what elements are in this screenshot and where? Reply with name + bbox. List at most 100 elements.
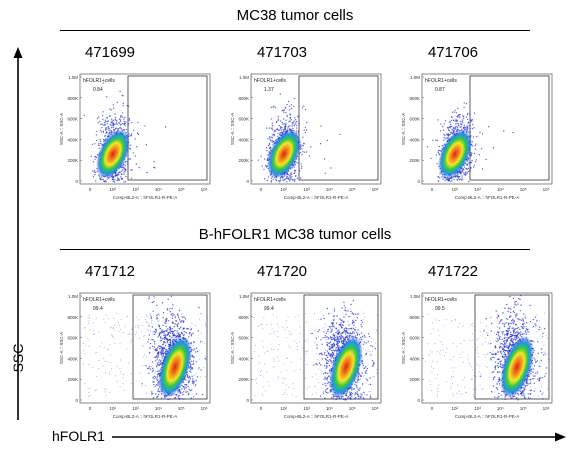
x-tick-label: 10⁵ [178, 187, 185, 192]
y-tick-label: 1.0M [410, 75, 420, 80]
gate-percent: 1.37 [264, 87, 274, 93]
y-tick-label: 0 [75, 398, 78, 403]
y-tick-label: 200K [409, 158, 420, 163]
gate-percent: 99.5 [435, 306, 445, 312]
y-tick-label: 600K [409, 336, 420, 341]
y-tick-label: 600K [238, 336, 249, 341]
plot-y-axis-label: SSC-A :: SSC-A [401, 113, 406, 145]
flow-panel: 1.0M 800K 600K 400K 200K 0 0 10² 10³ 10⁴ 10⁵ 10⁶ SSC… [230, 292, 382, 419]
y-tick-label: 600K [409, 117, 420, 122]
x-tick-label: 10⁶ [543, 187, 550, 192]
y-tick-label: 0 [417, 398, 420, 403]
density-core [500, 336, 534, 398]
y-tick-label: 1.0M [68, 75, 78, 80]
x-tick-label: 10² [452, 406, 459, 411]
y-tick-label: 0 [246, 179, 249, 184]
gate-rectangle [127, 75, 208, 181]
ssc-arrowhead [13, 47, 23, 58]
sample-label: 471706 [427, 44, 479, 61]
x-tick-label: 10⁶ [372, 406, 379, 411]
flow-panel: 1.0M 800K 600K 400K 200K 0 0 10² 10³ 10⁴ 10⁵ 10⁶ SSC… [230, 73, 382, 200]
gate-percent: 99.4 [93, 306, 103, 312]
x-tick-label: 10⁵ [520, 187, 527, 192]
y-tick-label: 0 [246, 398, 249, 403]
y-tick-label: 800K [238, 96, 249, 101]
x-tick-label: 10² [110, 406, 117, 411]
gate-label: hFOLR1+cells [83, 78, 115, 84]
y-tick-label: 1.0M [239, 294, 249, 299]
y-tick-label: 600K [67, 336, 78, 341]
y-tick-label: 800K [67, 96, 78, 101]
plot-frame [79, 292, 211, 404]
x-tick-label: 10⁶ [201, 187, 208, 192]
plot-y-axis-label: SSC-A :: SSC-A [401, 332, 406, 364]
gate-label: hFOLR1+cells [425, 78, 457, 84]
y-tick-label: 600K [238, 117, 249, 122]
y-tick-label: 200K [238, 377, 249, 382]
x-tick-label: 10⁴ [326, 187, 333, 192]
y-tick-label: 0 [417, 179, 420, 184]
gate-percent: 0.84 [93, 87, 103, 93]
x-tick-label: 10⁶ [372, 187, 379, 192]
sample-label: 471722 [427, 263, 479, 280]
plot-x-axis-label: Comp-BL2-A :: hFOLR1-R-PE-A [113, 414, 178, 419]
y-tick-label: 1.0M [239, 75, 249, 80]
y-tick-label: 800K [409, 315, 420, 320]
flow-panel: 1.0M 800K 600K 400K 200K 0 0 10² 10³ 10⁴ 10⁵ 10⁶ SSC… [401, 292, 553, 419]
y-tick-label: 400K [67, 137, 78, 142]
gate-label: hFOLR1+cells [254, 78, 286, 84]
plot-x-axis-label: Comp-BL2-A :: hFOLR1-R-PE-A [455, 195, 520, 200]
y-tick-label: 800K [238, 315, 249, 320]
x-tick-label: 0 [89, 187, 92, 192]
plot-x-axis-label: Comp-BL2-A :: hFOLR1-R-PE-A [455, 414, 520, 419]
x-tick-label: 10⁴ [155, 187, 162, 192]
x-tick-label: 10³ [132, 187, 139, 192]
x-tick-label: 10⁵ [520, 406, 527, 411]
ssc-axis-label: SSC [10, 343, 26, 373]
group-title-b-hfolr1: B-hFOLR1 MC38 tumor cells [198, 226, 392, 243]
flow-panel: 1.0M 800K 600K 400K 200K 0 0 10² 10³ 10⁴ 10⁵ 10⁶ SSC… [401, 73, 553, 200]
y-tick-label: 400K [409, 356, 420, 361]
hfolr1-arrowhead [555, 432, 566, 442]
sample-label: 471720 [256, 263, 308, 280]
gate-rectangle [474, 294, 550, 400]
x-tick-label: 10⁵ [178, 406, 185, 411]
x-tick-label: 10⁴ [326, 406, 333, 411]
x-tick-label: 10² [110, 187, 117, 192]
gate-label: hFOLR1+cells [425, 297, 457, 303]
x-tick-label: 0 [431, 406, 434, 411]
x-tick-label: 10⁵ [349, 187, 356, 192]
y-tick-label: 400K [238, 356, 249, 361]
gate-rectangle [298, 75, 379, 181]
gate-percent: 0.87 [435, 87, 445, 93]
sample-label: 471703 [256, 44, 308, 61]
x-tick-label: 10² [281, 187, 288, 192]
y-tick-label: 400K [238, 137, 249, 142]
plot-y-axis-label: SSC-A :: SSC-A [230, 113, 235, 145]
x-tick-label: 10⁶ [543, 406, 550, 411]
x-tick-label: 10³ [474, 187, 481, 192]
x-tick-label: 0 [431, 187, 434, 192]
plot-x-axis-label: Comp-BL2-A :: hFOLR1-R-PE-A [284, 195, 349, 200]
y-tick-label: 200K [238, 158, 249, 163]
x-tick-label: 10² [452, 187, 459, 192]
y-tick-label: 0 [75, 179, 78, 184]
x-tick-label: 10⁵ [349, 406, 356, 411]
density-core [158, 336, 192, 398]
y-tick-label: 400K [409, 137, 420, 142]
plot-x-axis-label: Comp-BL2-A :: hFOLR1-R-PE-A [284, 414, 349, 419]
sample-label: 471712 [84, 263, 136, 280]
group-divider-b-hfolr1 [60, 249, 530, 250]
gate-label: hFOLR1+cells [254, 297, 286, 303]
y-tick-label: 1.0M [68, 294, 78, 299]
sample-label: 471699 [84, 44, 136, 61]
y-tick-label: 200K [409, 377, 420, 382]
density-core [438, 129, 472, 179]
flow-panel: 1.0M 800K 600K 400K 200K 0 0 10² 10³ 10⁴ 10⁵ 10⁶ SSC… [59, 73, 211, 200]
x-tick-label: 10² [281, 406, 288, 411]
plot-y-axis-label: SSC-A :: SSC-A [59, 113, 64, 145]
plot-x-axis-label: Comp-BL2-A :: hFOLR1-R-PE-A [113, 195, 178, 200]
x-tick-label: 10⁶ [201, 406, 208, 411]
y-tick-label: 400K [67, 356, 78, 361]
